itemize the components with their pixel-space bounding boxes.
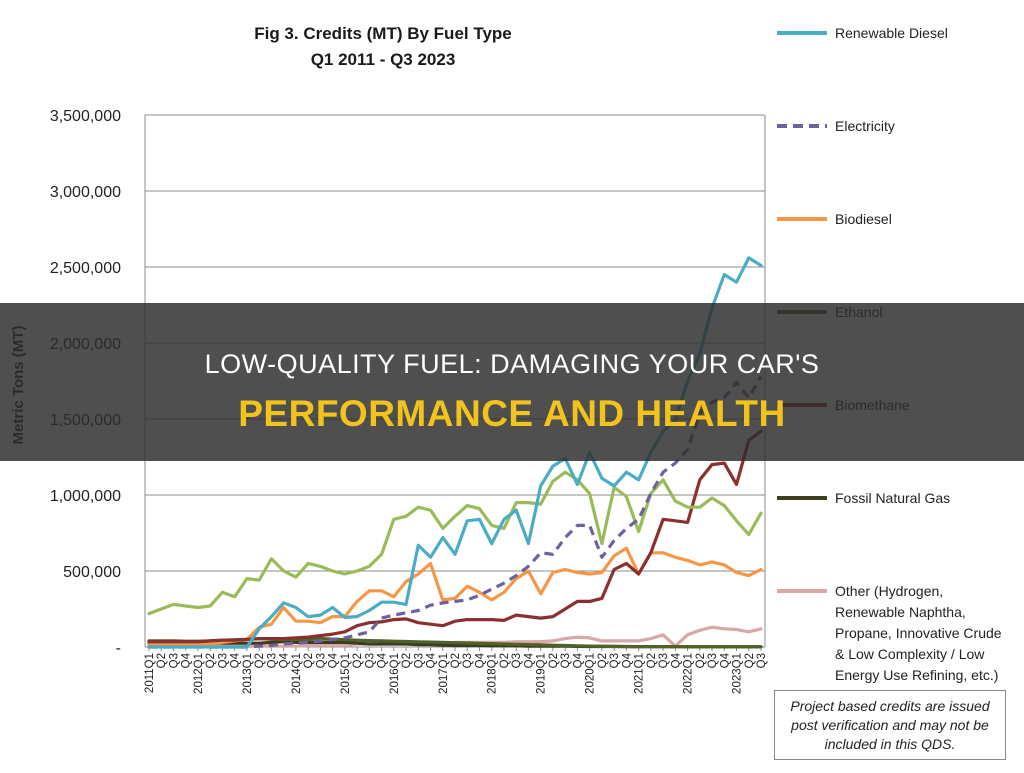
x-tick-label-23: Q4 [426, 652, 438, 668]
x-tick-label-29: Q2 [499, 653, 511, 668]
x-tick-label-2: Q3 [168, 653, 180, 668]
x-tick-label-18: Q3 [364, 653, 376, 668]
x-tick-label-1: Q2 [156, 653, 168, 668]
chart-title: Fig 3. Credits (MT) By Fuel Type Q1 2011 … [254, 24, 512, 69]
y-tick-label-1: 500,000 [63, 564, 121, 581]
x-tick-label-38: Q3 [609, 653, 621, 668]
y-tick-label-6: 3,000,000 [50, 184, 121, 201]
x-tick-label-46: Q3 [707, 653, 719, 668]
legend-label-0: Renewable Diesel [835, 25, 948, 41]
x-tick-label-30: Q3 [511, 653, 523, 668]
x-tick-label-8: 2013Q1 [242, 653, 254, 694]
x-tick-label-20: 2016Q1 [389, 653, 401, 694]
x-tick-label-22: Q3 [413, 653, 425, 668]
x-tick-label-42: Q3 [658, 653, 670, 668]
x-tick-label-9: Q2 [254, 653, 266, 668]
x-tick-label-25: Q2 [450, 653, 462, 668]
headline-line-1: LOW-QUALITY FUEL: DAMAGING YOUR CAR'S [204, 349, 820, 379]
x-tick-label-13: Q2 [303, 653, 315, 668]
x-tick-label-26: Q3 [462, 653, 474, 668]
series-line-biomethane [147, 429, 763, 644]
series-line-electricity [149, 375, 763, 649]
legend-label-5: Fossil Natural Gas [835, 490, 950, 506]
x-tick-label-12: 2014Q1 [291, 653, 303, 694]
x-tick-label-44: 2022Q1 [683, 653, 695, 694]
y-tick-label-0: - [116, 640, 121, 657]
series-line-biodiesel [147, 546, 763, 647]
x-tick-label-48: 2023Q1 [732, 653, 744, 694]
x-tick-label-35: Q4 [572, 652, 584, 668]
x-tick-label-24: 2017Q1 [438, 653, 450, 694]
x-tick-label-7: Q4 [230, 652, 242, 668]
y-tick-label-2: 1,000,000 [50, 488, 121, 505]
x-tick-label-45: Q2 [695, 653, 707, 668]
x-tick-label-5: Q2 [205, 653, 217, 668]
y-tick-label-7: 3,500,000 [50, 108, 121, 125]
chart-title-line-1: Fig 3. Credits (MT) By Fuel Type [254, 24, 512, 43]
x-tick-label-40: 2021Q1 [634, 653, 646, 694]
x-tick-label-11: Q4 [279, 652, 291, 668]
x-tick-label-34: Q3 [560, 653, 572, 668]
x-tick-label-49: Q2 [744, 653, 756, 668]
headline-overlay [0, 303, 1024, 461]
x-tick-label-31: Q4 [523, 652, 535, 668]
x-tick-label-10: Q3 [266, 653, 278, 668]
x-tick-label-41: Q2 [646, 653, 658, 668]
x-tick-label-4: 2012Q1 [193, 653, 205, 694]
x-tick-label-39: Q4 [621, 652, 633, 668]
x-tick-label-3: Q4 [181, 652, 193, 668]
headline-line-2: PERFORMANCE AND HEALTH [238, 393, 786, 434]
x-tick-label-19: Q4 [377, 652, 389, 668]
x-tick-label-15: Q4 [328, 652, 340, 668]
x-tick-label-17: Q2 [352, 653, 364, 668]
x-tick-label-0: 2011Q1 [144, 653, 156, 693]
x-tick-label-43: Q4 [670, 652, 682, 668]
x-tick-label-50: Q3 [756, 653, 768, 668]
x-tick-label-6: Q3 [217, 653, 229, 668]
legend-label-1: Electricity [835, 118, 895, 134]
x-tick-label-16: 2015Q1 [340, 653, 352, 694]
x-tick-label-21: Q2 [401, 653, 413, 668]
legend-label-2: Biodiesel [835, 211, 892, 227]
x-tick-label-33: Q2 [548, 653, 560, 668]
legend-label-6: Other (Hydrogen, Renewable Naphtha, Propan… [835, 583, 1002, 683]
x-tick-label-28: 2018Q1 [487, 653, 499, 694]
series-line-ethanol [147, 470, 763, 616]
chart-title-line-2: Q1 2011 - Q3 2023 [311, 50, 456, 69]
x-axis-tick-labels: 2011Q1 Q2 Q3 Q4 2012Q1 Q2 Q3 Q4 2013Q1 Q2 Q3 Q4 2014… [144, 647, 768, 694]
y-tick-label-5: 2,500,000 [50, 260, 121, 277]
x-tick-label-47: Q4 [719, 652, 731, 668]
x-tick-label-14: Q3 [315, 653, 327, 668]
project-credits-note: Project based credits are issued post ve… [774, 690, 1006, 760]
x-tick-label-36: 2020Q1 [585, 653, 597, 694]
x-tick-label-32: 2019Q1 [536, 653, 548, 694]
x-tick-label-27: Q4 [474, 652, 486, 668]
x-tick-label-37: Q2 [597, 653, 609, 668]
note-text: Project based credits are issued post ve… [790, 698, 990, 752]
